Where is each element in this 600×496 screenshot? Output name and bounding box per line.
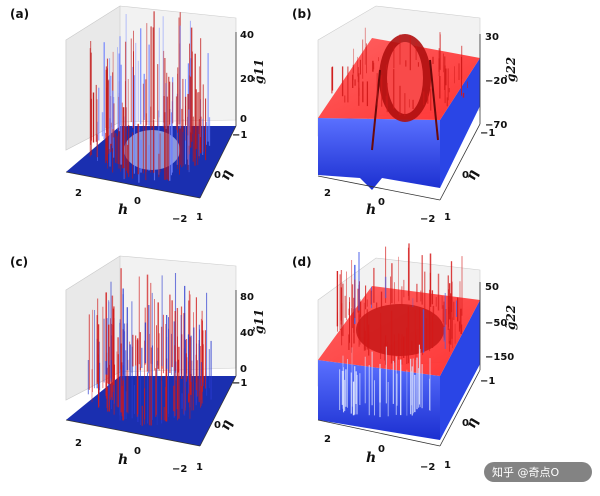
panel-d-spikes bbox=[336, 243, 463, 418]
panel-d-x-label: h bbox=[366, 450, 376, 466]
watermark: 知乎 @奇点O bbox=[484, 462, 592, 482]
panel-d-z-tick-0: 50 bbox=[485, 282, 499, 293]
panel-a-x-label: h bbox=[118, 202, 128, 218]
panel-a-z-tick-2: 0 bbox=[240, 114, 247, 125]
panel-c-y-tick-0: −1 bbox=[232, 378, 247, 389]
panel-b-x-axis bbox=[317, 175, 441, 201]
panel-a: (a) 2 0 −2 h −1 0 1 η 40 20 0 g̃11 bbox=[10, 5, 266, 225]
panel-a-z-label: g̃11 bbox=[252, 59, 266, 84]
panel-d-y-tick-0: −1 bbox=[480, 376, 495, 387]
panel-c-x-tick-0: 2 bbox=[75, 438, 82, 449]
panel-c-z-label: g̃11 bbox=[252, 309, 266, 334]
panel-a-y-tick-0: −1 bbox=[232, 130, 247, 141]
panel-d-z-label: g̃22 bbox=[504, 305, 518, 330]
panel-a-y-axis bbox=[199, 125, 237, 199]
panel-d-y-tick-1: 0 bbox=[462, 418, 469, 429]
panel-b-front-wall bbox=[318, 118, 440, 190]
panel-d-x-tick-1: 0 bbox=[378, 444, 385, 455]
panel-c-y-tick-1: 0 bbox=[214, 420, 221, 431]
panel-a-x-tick-2: −2 bbox=[172, 214, 187, 225]
panel-d-x-tick-2: −2 bbox=[420, 462, 435, 473]
panel-d-x-tick-0: 2 bbox=[324, 434, 331, 445]
panel-a-x-axis bbox=[65, 171, 201, 199]
panel-c-z-tick-0: 80 bbox=[240, 292, 254, 303]
panel-a-spikes bbox=[89, 11, 211, 183]
panel-a-z-tick-1: 20 bbox=[240, 74, 254, 85]
panel-b-z-label: g̃22 bbox=[504, 57, 518, 82]
panel-c-x-tick-1: 0 bbox=[134, 446, 141, 457]
panel-b-spikes bbox=[331, 27, 468, 117]
panel-c-x-tick-2: −2 bbox=[172, 464, 187, 475]
panel-d: (d) 2 0 −2 h −1 0 1 η 50 −50 −150 g̃22 bbox=[292, 243, 518, 473]
panel-c-x-axis bbox=[65, 419, 201, 447]
panel-b-y-tick-0: −1 bbox=[480, 128, 495, 139]
panel-b-y-axis bbox=[439, 123, 481, 201]
panel-a-y-tick-2: 1 bbox=[196, 212, 203, 223]
panel-c-spikes bbox=[87, 268, 212, 426]
panel-a-x-tick-0: 2 bbox=[75, 188, 82, 199]
panel-d-label: (d) bbox=[292, 255, 312, 269]
panel-c-label: (c) bbox=[10, 255, 28, 269]
watermark-badge bbox=[484, 462, 592, 482]
panel-b-loop-edges bbox=[371, 59, 439, 151]
panel-c-z-tick-2: 0 bbox=[240, 364, 247, 375]
panel-d-z-tick-2: −150 bbox=[485, 352, 514, 363]
panel-b-x-tick-2: −2 bbox=[420, 214, 435, 225]
panel-b-z-tick-1: −20 bbox=[485, 76, 507, 87]
panel-a-z-tick-0: 40 bbox=[240, 30, 254, 41]
panel-c: (c) 2 0 −2 h −1 0 1 η 80 40 0 g̃11 bbox=[10, 255, 266, 475]
panel-b-z-tick-2: −70 bbox=[485, 120, 507, 131]
panel-b-x-tick-0: 2 bbox=[324, 188, 331, 199]
panel-d-y-tick-2: 1 bbox=[444, 460, 451, 471]
panel-c-z-tick-1: 40 bbox=[240, 328, 254, 339]
panel-b-y-tick-2: 1 bbox=[444, 212, 451, 223]
panel-a-label: (a) bbox=[10, 7, 29, 21]
panel-d-z-tick-1: −50 bbox=[485, 318, 507, 329]
panel-a-x-tick-1: 0 bbox=[134, 196, 141, 207]
panel-b-side-wall bbox=[440, 58, 480, 188]
panel-b: (b) 2 0 −2 h −1 0 1 η 30 −20 −70 g̃22 bbox=[292, 5, 518, 225]
panel-b-x-tick-1: 0 bbox=[378, 197, 385, 208]
panel-d-front-wall bbox=[318, 360, 440, 440]
panel-b-label: (b) bbox=[292, 7, 312, 21]
watermark-text: 知乎 @奇点O bbox=[492, 465, 559, 479]
panel-a-y-tick-1: 0 bbox=[214, 170, 221, 181]
panel-b-loop bbox=[371, 34, 439, 151]
panel-b-y-tick-1: 0 bbox=[462, 170, 469, 181]
panel-b-z-tick-0: 30 bbox=[485, 32, 499, 43]
panel-c-y-axis bbox=[199, 375, 237, 447]
panel-d-x-axis bbox=[317, 419, 441, 447]
panel-d-loop-ellipse bbox=[356, 304, 444, 356]
panel-c-x-label: h bbox=[118, 452, 128, 468]
panel-d-y-axis bbox=[439, 369, 481, 447]
panel-d-side-wall bbox=[440, 300, 480, 440]
panel-b-x-label: h bbox=[366, 202, 376, 218]
panel-c-y-tick-2: 1 bbox=[196, 462, 203, 473]
panel-b-loop-inner bbox=[387, 42, 423, 114]
